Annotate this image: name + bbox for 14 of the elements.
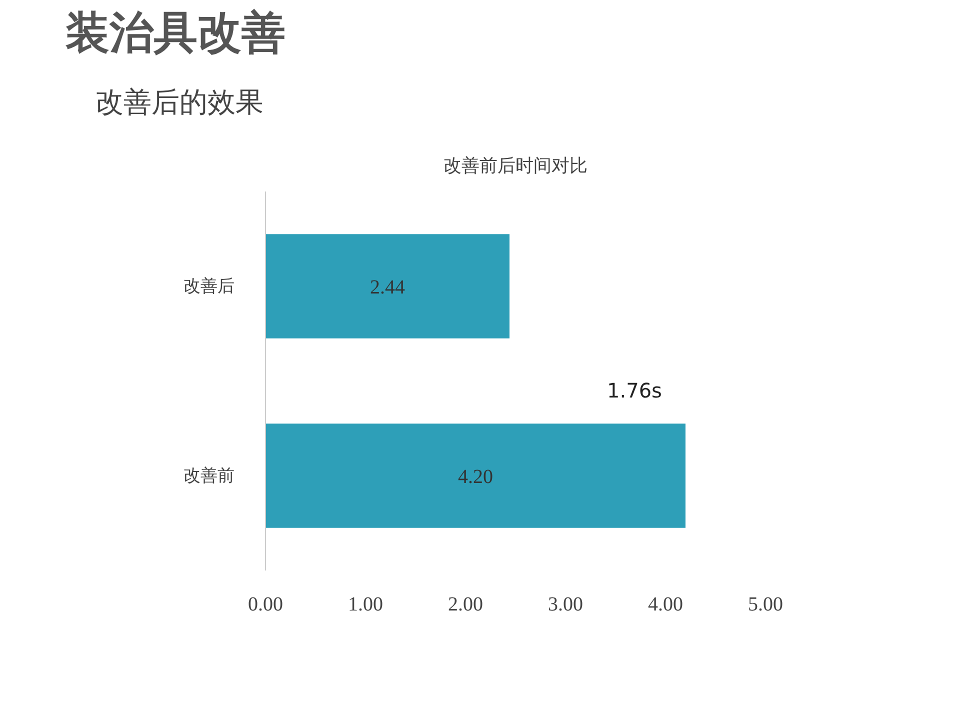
chart-subtitle: 改善后的效果 (96, 86, 264, 118)
y-tick-label: 改善前 (184, 466, 234, 486)
y-tick-label: 改善后 (184, 276, 234, 296)
annotation: 1.76s (607, 378, 662, 402)
data-label: 2.44 (370, 276, 405, 298)
x-tick-label: 1.00 (348, 594, 383, 616)
chart-title: 装治具改善 (66, 8, 286, 58)
x-tick-label: 3.00 (548, 594, 583, 616)
x-tick-label: 2.00 (448, 594, 483, 616)
x-tick-label: 4.00 (648, 594, 683, 616)
x-axis-title: 改善前后时间对比 (444, 156, 588, 176)
data-label: 4.20 (458, 466, 493, 488)
x-tick-label: 5.00 (748, 594, 783, 616)
x-tick-label: 0.00 (248, 594, 283, 616)
